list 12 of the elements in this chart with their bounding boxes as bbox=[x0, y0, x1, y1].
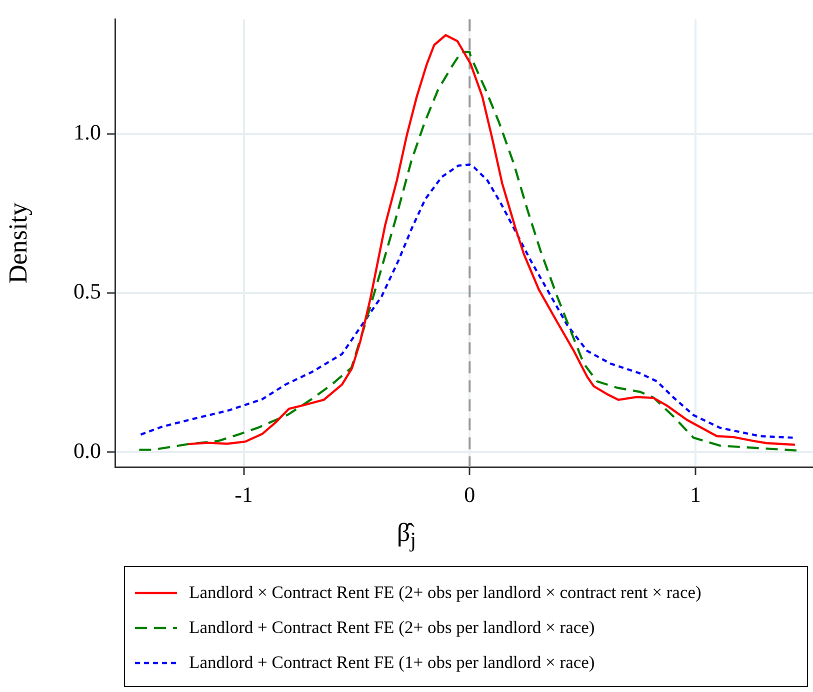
y-tick-label: 0.0 bbox=[74, 438, 101, 463]
y-axis-title: Density bbox=[3, 202, 32, 284]
line-series bbox=[140, 164, 794, 439]
x-tick-label: -1 bbox=[234, 482, 253, 507]
legend-label: Landlord × Contract Rent FE (2+ obs per landlord × contract rent × race) bbox=[189, 582, 702, 603]
legend-label: Landlord + Contract Rent FE (1+ obs per landlord × race) bbox=[189, 652, 595, 673]
y-tick-label: 0.5 bbox=[74, 278, 101, 304]
legend-label: Landlord + Contract Rent FE (2+ obs per landlord × race) bbox=[189, 617, 595, 638]
x-axis-title: β̂$_{j}$ bbox=[396, 518, 418, 554]
y-tick-label: 1.0 bbox=[74, 120, 101, 145]
x-tick-label: 0 bbox=[464, 482, 476, 507]
x-tick-label: 1 bbox=[690, 482, 702, 507]
